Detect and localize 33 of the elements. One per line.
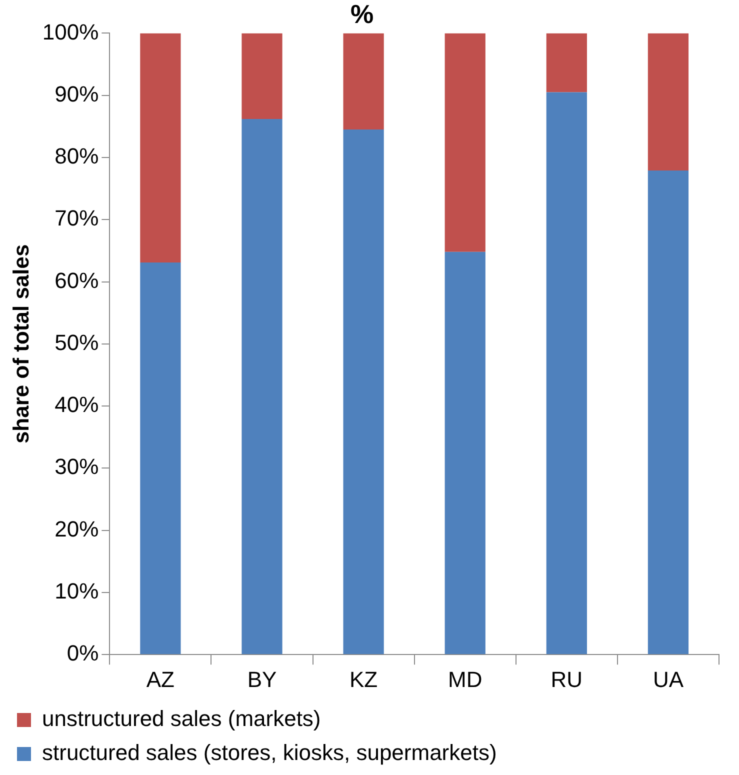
bar: [444, 33, 486, 252]
y-axis-title: share of total sales: [8, 244, 34, 444]
y-tick-label: 90%: [54, 81, 99, 106]
x-tick-label: BY: [247, 666, 277, 692]
y-tick-label: 60%: [54, 268, 99, 293]
bar: [242, 33, 282, 119]
legend-label: unstructured sales (markets): [42, 706, 321, 732]
legend-label: structured sales (stores, kiosks, supermarkets): [42, 740, 497, 766]
x-tick-label: AZ: [146, 666, 175, 692]
bar: [140, 33, 181, 262]
bar: [546, 33, 587, 92]
chart-title: %: [350, 0, 374, 29]
y-tick-label: 70%: [54, 206, 99, 231]
y-tick-label: 80%: [54, 144, 99, 169]
bar: [444, 252, 486, 654]
bar: [140, 262, 181, 654]
bar: [343, 130, 384, 654]
y-tick-label: 10%: [54, 578, 99, 604]
y-tick-label: 30%: [54, 454, 99, 480]
y-tick-label: 40%: [54, 392, 99, 418]
y-tick-label: 50%: [54, 330, 99, 355]
x-tick-label: RU: [550, 666, 583, 692]
bar: [242, 118, 282, 654]
bar: [343, 33, 384, 130]
y-tick-label: 0%: [66, 640, 99, 666]
x-tick-label: KZ: [349, 666, 378, 692]
bar: [546, 92, 587, 654]
bar: [648, 33, 689, 171]
y-tick-label: 20%: [54, 516, 99, 542]
y-tick-label: 100%: [42, 19, 99, 44]
x-tick-label: MD: [448, 666, 482, 692]
x-tick-label: UA: [652, 666, 684, 692]
bar: [648, 170, 689, 654]
